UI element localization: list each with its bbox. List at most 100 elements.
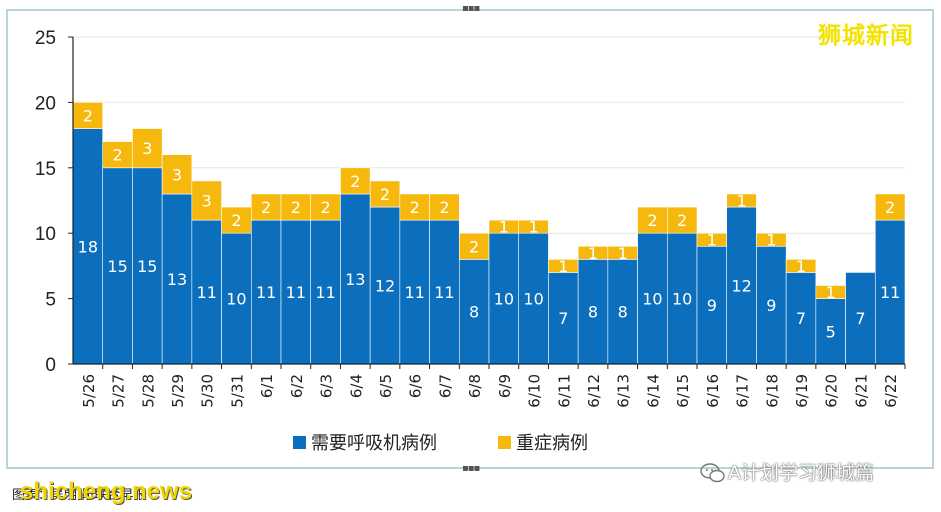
data-label-ventilator: 11 bbox=[315, 283, 335, 302]
data-label-severe: 1 bbox=[618, 244, 628, 263]
data-label-severe: 1 bbox=[588, 244, 598, 263]
bar-ventilator[interactable] bbox=[72, 128, 104, 365]
data-label-ventilator: 7 bbox=[855, 309, 865, 328]
site-watermark: shicheng.news bbox=[20, 478, 193, 505]
x-tick-label: 6/20 bbox=[823, 374, 841, 408]
bar-severe[interactable] bbox=[161, 154, 193, 195]
data-label-severe: 2 bbox=[261, 198, 271, 217]
data-label-ventilator: 10 bbox=[226, 290, 246, 309]
bar-ventilator[interactable] bbox=[488, 232, 520, 365]
data-label-ventilator: 11 bbox=[434, 283, 454, 302]
x-tick-label: 6/12 bbox=[585, 374, 603, 408]
bar-ventilator[interactable] bbox=[161, 193, 193, 365]
bar-ventilator[interactable] bbox=[102, 167, 133, 365]
data-label-ventilator: 12 bbox=[731, 277, 751, 296]
data-label-severe: 1 bbox=[499, 218, 509, 237]
x-tick-label: 5/26 bbox=[80, 374, 98, 408]
bar-severe[interactable] bbox=[726, 193, 757, 208]
x-tick-label: 5/30 bbox=[199, 374, 217, 408]
bar-ventilator[interactable] bbox=[399, 219, 430, 365]
x-tick-label: 6/1 bbox=[258, 374, 276, 398]
data-label-severe: 3 bbox=[172, 165, 182, 184]
bar-severe[interactable] bbox=[785, 259, 817, 273]
x-tick-label: 6/18 bbox=[763, 374, 781, 408]
data-label-severe: 2 bbox=[320, 198, 330, 217]
data-label-severe: 3 bbox=[142, 139, 152, 158]
bar-ventilator[interactable] bbox=[637, 232, 668, 365]
x-tick-label: 6/16 bbox=[704, 374, 722, 408]
legend-swatch bbox=[293, 436, 306, 449]
data-label-severe: 1 bbox=[826, 283, 836, 302]
bar-severe[interactable] bbox=[666, 206, 698, 234]
bar-ventilator[interactable] bbox=[310, 219, 341, 365]
bar-ventilator[interactable] bbox=[607, 259, 638, 365]
x-tick-label: 6/22 bbox=[882, 374, 900, 408]
bar-ventilator[interactable] bbox=[845, 272, 876, 365]
data-label-severe: 2 bbox=[350, 172, 360, 191]
data-label-severe: 2 bbox=[112, 146, 122, 165]
top-resize-handle[interactable]: ▪▪▪ bbox=[462, 3, 480, 14]
bar-severe[interactable] bbox=[874, 193, 906, 221]
bar-ventilator[interactable] bbox=[785, 272, 817, 365]
bar-severe[interactable] bbox=[221, 206, 252, 234]
x-tick-label: 6/11 bbox=[555, 374, 573, 408]
x-tick-label: 6/15 bbox=[674, 374, 692, 408]
bar-severe[interactable] bbox=[756, 232, 787, 247]
bar-severe[interactable] bbox=[399, 193, 430, 221]
data-label-ventilator: 11 bbox=[405, 283, 425, 302]
x-tick-label: 6/4 bbox=[347, 374, 365, 398]
bar-ventilator[interactable] bbox=[874, 219, 906, 365]
data-label-severe: 2 bbox=[885, 198, 895, 217]
data-label-severe: 2 bbox=[439, 198, 449, 217]
bar-ventilator[interactable] bbox=[340, 193, 371, 365]
x-tick-label: 6/3 bbox=[318, 374, 336, 398]
bar-severe[interactable] bbox=[310, 193, 341, 221]
data-label-ventilator: 7 bbox=[558, 309, 568, 328]
x-tick-label: 5/29 bbox=[169, 374, 187, 408]
bar-ventilator[interactable] bbox=[191, 219, 222, 365]
bar-severe[interactable] bbox=[250, 193, 282, 221]
bar-severe[interactable] bbox=[369, 180, 401, 208]
bar-ventilator[interactable] bbox=[548, 272, 579, 365]
y-tick-label: 25 bbox=[35, 28, 56, 49]
data-label-ventilator: 12 bbox=[375, 277, 395, 296]
bar-severe[interactable] bbox=[132, 128, 163, 169]
bar-severe[interactable] bbox=[429, 193, 460, 221]
data-label-ventilator: 9 bbox=[766, 296, 776, 315]
bar-ventilator[interactable] bbox=[369, 206, 401, 365]
x-tick-label: 6/5 bbox=[377, 374, 395, 398]
data-label-ventilator: 5 bbox=[826, 322, 836, 341]
data-label-ventilator: 8 bbox=[469, 303, 479, 322]
x-tick-label: 6/17 bbox=[734, 374, 752, 408]
bottom-resize-handle[interactable]: ▪▪▪ bbox=[462, 463, 480, 474]
data-label-severe: 2 bbox=[231, 211, 241, 230]
x-tick-label: 5/31 bbox=[228, 374, 246, 408]
bar-ventilator[interactable] bbox=[696, 245, 728, 365]
data-label-ventilator: 13 bbox=[167, 270, 187, 289]
x-tick-label: 6/21 bbox=[852, 374, 870, 408]
x-tick-label: 5/28 bbox=[139, 374, 157, 408]
bar-severe[interactable] bbox=[280, 193, 312, 221]
brand-logo-text: 狮城新闻 bbox=[818, 23, 914, 49]
y-tick-label: 10 bbox=[35, 224, 56, 245]
data-label-ventilator: 10 bbox=[672, 290, 692, 309]
bar-severe[interactable] bbox=[637, 206, 668, 234]
data-label-severe: 1 bbox=[528, 218, 538, 237]
legend-swatch bbox=[498, 436, 511, 449]
bar-severe[interactable] bbox=[518, 219, 549, 234]
data-label-ventilator: 10 bbox=[523, 290, 543, 309]
data-label-ventilator: 11 bbox=[286, 283, 306, 302]
bar-severe[interactable] bbox=[72, 102, 104, 129]
legend-label: 需要呼吸机病例 bbox=[311, 433, 437, 454]
x-tick-label: 6/7 bbox=[436, 374, 454, 398]
bar-severe[interactable] bbox=[191, 180, 222, 221]
data-label-ventilator: 15 bbox=[137, 257, 157, 276]
data-label-ventilator: 9 bbox=[707, 296, 717, 315]
data-label-ventilator: 13 bbox=[345, 270, 365, 289]
bar-ventilator[interactable] bbox=[429, 219, 460, 365]
bar-ventilator[interactable] bbox=[250, 219, 282, 365]
data-label-ventilator: 15 bbox=[107, 257, 127, 276]
data-label-ventilator: 8 bbox=[588, 303, 598, 322]
bar-ventilator[interactable] bbox=[666, 232, 698, 365]
